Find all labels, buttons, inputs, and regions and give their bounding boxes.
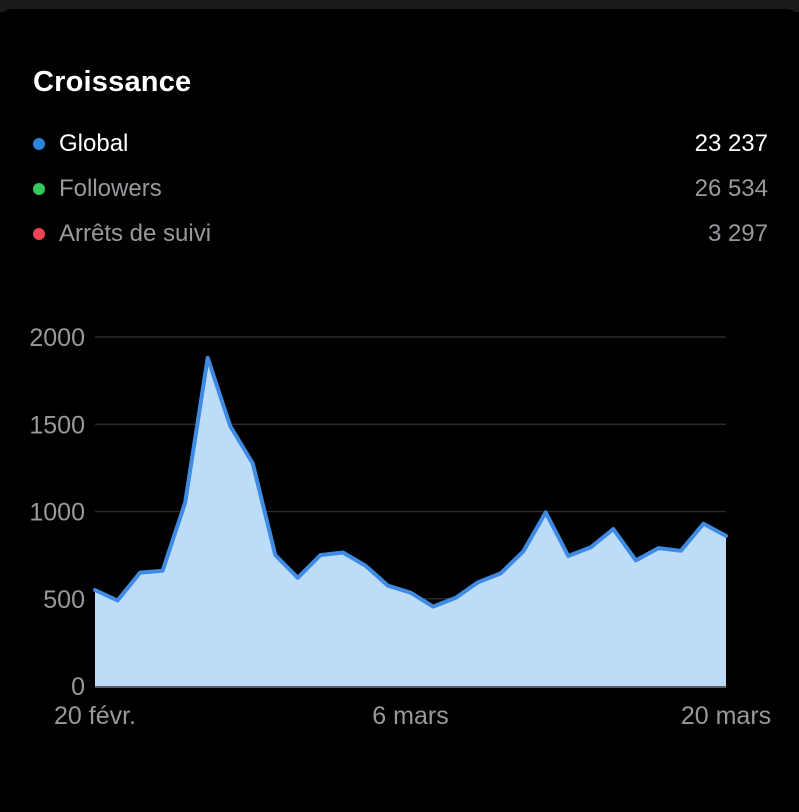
x-tick-label: 20 févr. [54,702,136,730]
legend-row-followers[interactable]: Followers 26 534 [33,166,768,211]
legend-row-global[interactable]: Global 23 237 [33,121,768,166]
y-tick-label: 1500 [29,411,85,439]
y-tick-label: 500 [43,586,85,614]
x-tick-label: 20 mars [681,702,771,730]
area-fill [95,357,726,686]
global-series-dot-icon [33,137,45,150]
legend-value: 3 297 [707,219,768,247]
followers-series-dot-icon [33,182,45,195]
unfollows-series-dot-icon [33,227,45,240]
page-title: Croissance [33,66,192,98]
legend-value: 23 237 [694,129,768,157]
legend-value: 26 534 [694,174,768,202]
y-tick-label: 0 [71,673,85,701]
legend-label: Global [59,129,129,157]
legend-label: Followers [59,174,162,202]
y-tick-label: 1000 [29,499,85,527]
legend-label: Arrêts de suivi [59,219,212,247]
growth-legend: Global 23 237 Followers 26 534 Arrêts de… [33,121,768,256]
legend-row-unfollows[interactable]: Arrêts de suivi 3 297 [33,211,768,256]
series-line [93,355,728,609]
y-tick-label: 2000 [29,324,85,352]
x-tick-label: 6 mars [372,702,448,730]
